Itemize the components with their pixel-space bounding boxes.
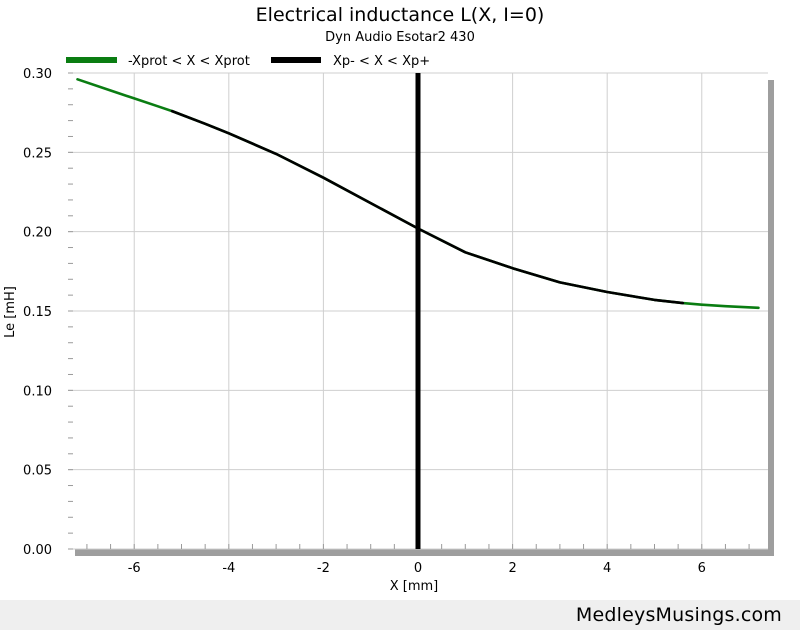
x-tick-label: 6 — [698, 561, 706, 576]
plot-shadow-right — [768, 80, 774, 556]
plot-shadow-bottom — [75, 549, 774, 556]
minor-ticks — [68, 72, 750, 550]
legend-label-0: -Xprot < X < Xprot — [128, 54, 250, 69]
brand-watermark: MedleysMusings.com — [575, 604, 782, 626]
x-tick-label: -6 — [128, 561, 141, 576]
y-tick-label: 0.05 — [23, 464, 52, 479]
legend: -Xprot < X < Xprot Xp- < X < Xp+ — [66, 54, 430, 69]
x-tick-label: -4 — [222, 561, 235, 576]
y-tick-label: 0.15 — [23, 305, 52, 320]
x-tick-label: 0 — [414, 561, 422, 576]
x-tick-label: 2 — [508, 561, 516, 576]
x-tick-label: -2 — [317, 561, 330, 576]
y-axis-label: Le [mH] — [3, 286, 18, 338]
tick-labels: -6 -4 -2 0 2 4 6 0.00 0.05 0.10 0.15 0.20 0.25 0.30 — [23, 67, 706, 576]
y-tick-label: 0.25 — [23, 146, 52, 161]
x-tick-label: 4 — [603, 561, 611, 576]
chart: Electrical inductance L(X, I=0) Dyn Audi… — [3, 4, 774, 594]
x-axis-label: X [mm] — [390, 579, 439, 594]
y-tick-label: 0.20 — [23, 226, 52, 241]
y-tick-label: 0.10 — [23, 384, 52, 399]
footer-bar: MedleysMusings.com — [0, 600, 800, 630]
chart-title: Electrical inductance L(X, I=0) — [256, 4, 545, 26]
y-tick-label: 0.30 — [23, 67, 52, 82]
legend-label-1: Xp- < X < Xp+ — [333, 54, 430, 69]
chart-subtitle: Dyn Audio Esotar2 430 — [325, 30, 475, 45]
y-tick-label: 0.00 — [23, 543, 52, 558]
